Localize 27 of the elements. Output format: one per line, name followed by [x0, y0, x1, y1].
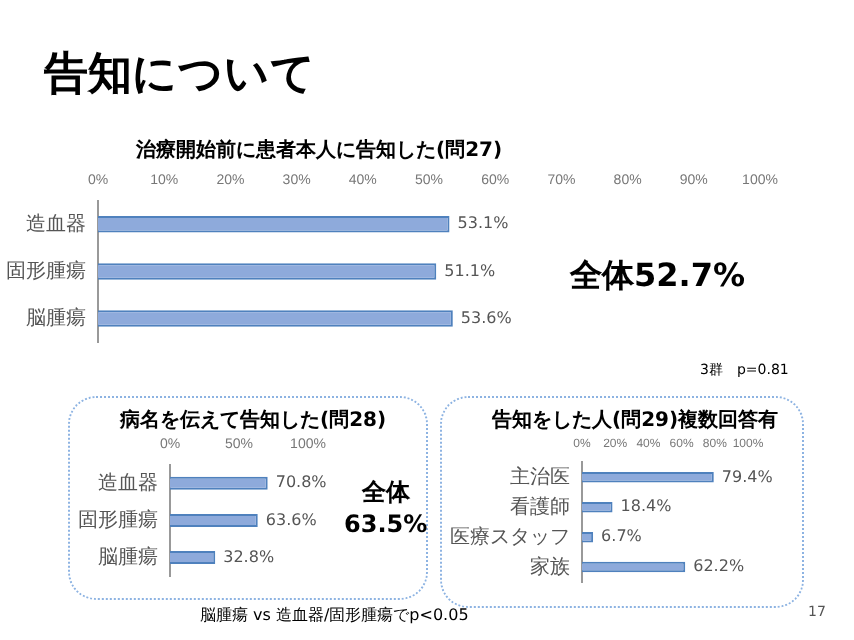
- y-tick-label: 造血器: [26, 211, 86, 236]
- y-tick-label: 主治医: [510, 464, 570, 489]
- chart-title: 治療開始前に患者本人に告知した(問27): [136, 137, 503, 164]
- text: 脳腫瘍 vs 造血器/固形腫瘍でp<0.05: [200, 604, 469, 626]
- y-tick-label: 看護師: [510, 494, 570, 519]
- y-tick-label: 家族: [530, 554, 570, 579]
- annotation: 全体52.7%: [570, 256, 746, 298]
- data-label: 62.2%: [693, 557, 745, 576]
- data-label: 51.1%: [444, 261, 496, 280]
- data-label: 53.6%: [460, 308, 513, 327]
- y-tick-label: 脳腫瘍: [26, 305, 86, 330]
- y-tick-label: 造血器: [98, 470, 158, 495]
- y-tick-label: 医療スタッフ: [450, 524, 570, 549]
- data-label: 32.8%: [223, 547, 275, 566]
- data-label: 79.4%: [721, 467, 774, 486]
- data-label: 63.6%: [265, 510, 318, 529]
- y-tick-label: 固形腫瘍: [78, 507, 158, 532]
- text: 告知について: [44, 48, 316, 104]
- data-label: 70.8%: [275, 473, 328, 492]
- y-tick-label: 脳腫瘍: [98, 544, 158, 569]
- text: 全体 63.5%: [344, 476, 428, 538]
- data-label: 53.1%: [457, 214, 510, 233]
- y-tick-label: 固形腫瘍: [6, 258, 86, 283]
- chart-title: 病名を伝えて告知した(問28): [120, 407, 387, 434]
- data-label: 18.4%: [620, 497, 673, 516]
- chart-title: 告知をした人(問29)複数回答有: [492, 407, 779, 434]
- data-label: 6.7%: [601, 527, 643, 546]
